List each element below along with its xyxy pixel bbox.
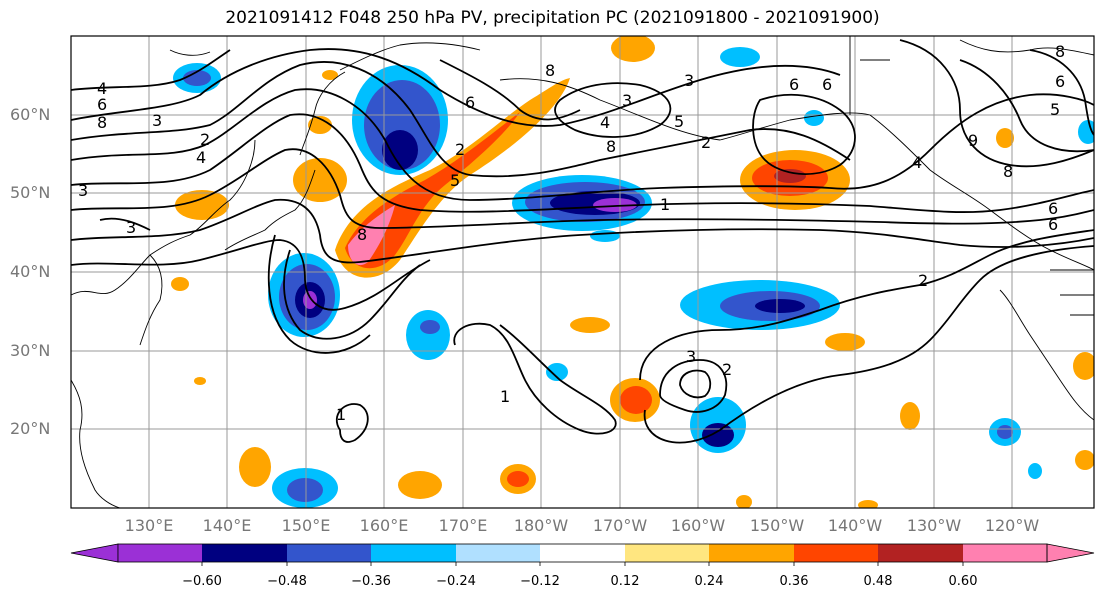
contour-label: 2 <box>722 360 732 379</box>
lon-label-180w: 180°W <box>513 516 569 535</box>
map-frame <box>70 35 1095 509</box>
lat-label-30n: 30°N <box>10 341 51 360</box>
colorbar-tick-label: −0.48 <box>267 574 307 589</box>
contour-label: 6 <box>822 75 832 94</box>
contour-labels: 4 6 8 3 2 4 3 2 6 8 1 2 3 8 6 3 4 5 8 6 … <box>78 42 1065 424</box>
contour-label: 8 <box>1003 162 1013 181</box>
lon-label-170w: 170°W <box>592 516 648 535</box>
lon-label-170e: 170°E <box>438 516 488 535</box>
contour-label: 6 <box>465 93 475 112</box>
contour-label: 1 <box>660 195 670 214</box>
contour-label: 3 <box>126 218 136 237</box>
contour-label: 4 <box>97 79 107 98</box>
contour-label: 5 <box>1050 100 1060 119</box>
colorbar-tick-label: 0.12 <box>610 574 640 589</box>
contour-label: 4 <box>912 153 922 172</box>
lon-label-130e: 130°E <box>124 516 174 535</box>
contour-label: 4 <box>196 148 206 167</box>
colorbar-swatch <box>456 544 540 562</box>
pv-contours <box>71 39 1094 444</box>
lat-label-40n: 40°N <box>10 262 51 281</box>
colorbar-swatch <box>709 544 794 562</box>
contour-label: 4 <box>600 113 610 132</box>
lon-label-150w: 150°W <box>749 516 805 535</box>
contour-label: 3 <box>622 91 632 110</box>
colorbar-swatch <box>540 544 625 562</box>
contour-label: 5 <box>674 112 684 131</box>
contour-label: 8 <box>606 137 616 156</box>
colorbar-swatch <box>202 544 287 562</box>
lon-label-150e: 150°E <box>281 516 331 535</box>
colorbar-swatch <box>287 544 371 562</box>
contour-label: 6 <box>1055 72 1065 91</box>
colorbar-outline <box>117 543 1048 563</box>
contour-label: 3 <box>686 347 696 366</box>
contour-label: 2 <box>701 133 711 152</box>
contour-label: 6 <box>1048 215 1058 234</box>
colorbar-swatch <box>625 544 709 562</box>
contour-label: 2 <box>200 130 210 149</box>
colorbar-tick-label: 0.60 <box>948 574 978 589</box>
colorbar-swatch <box>371 544 456 562</box>
contour-label: 3 <box>78 181 88 200</box>
contour-label: 6 <box>789 75 799 94</box>
colorbar-swatch <box>963 544 1047 562</box>
contour-label: 8 <box>545 61 555 80</box>
lat-label-20n: 20°N <box>10 419 51 438</box>
contour-label: 3 <box>152 111 162 130</box>
contour-label: 6 <box>97 95 107 114</box>
contour-label: 1 <box>336 405 346 424</box>
lon-label-160e: 160°E <box>359 516 409 535</box>
lon-label-120w: 120°W <box>984 516 1040 535</box>
lat-label-50n: 50°N <box>10 183 51 202</box>
contour-label: 8 <box>357 225 367 244</box>
lon-label-140e: 140°E <box>202 516 252 535</box>
contour-label: 1 <box>500 387 510 406</box>
contour-label: 8 <box>1055 42 1065 61</box>
colorbar-swatch <box>878 544 963 562</box>
colorbar-tick-label: −0.36 <box>351 574 391 589</box>
contour-label: 8 <box>97 113 107 132</box>
contour-label: 6 <box>1048 199 1058 218</box>
colorbar-tick-label: 0.36 <box>779 574 809 589</box>
lon-label-160w: 160°W <box>670 516 726 535</box>
colorbar-tick-label: 0.24 <box>694 574 724 589</box>
contour-label: 3 <box>684 71 694 90</box>
colorbar-tick-label: −0.24 <box>436 574 476 589</box>
colorbar <box>70 543 1095 566</box>
colorbar-swatch <box>794 544 878 562</box>
colorbar-extend-high <box>1046 543 1095 563</box>
contour-label: 5 <box>450 171 460 190</box>
lat-label-60n: 60°N <box>10 105 51 124</box>
colorbar-tick-label: 0.48 <box>863 574 893 589</box>
lon-label-130w: 130°W <box>906 516 962 535</box>
contour-label: 9 <box>968 131 978 150</box>
colorbar-tick-label: −0.60 <box>182 574 222 589</box>
colorbar-extend-low <box>70 543 119 563</box>
chart-title: 2021091412 F048 250 hPa PV, precipitatio… <box>225 8 880 28</box>
contour-label: 2 <box>455 140 465 159</box>
contour-label: 2 <box>918 271 928 290</box>
lon-label-140w: 140°W <box>827 516 883 535</box>
colorbar-tick-label: −0.12 <box>520 574 560 589</box>
colorbar-swatch <box>118 544 202 562</box>
coastlines <box>71 36 1094 508</box>
